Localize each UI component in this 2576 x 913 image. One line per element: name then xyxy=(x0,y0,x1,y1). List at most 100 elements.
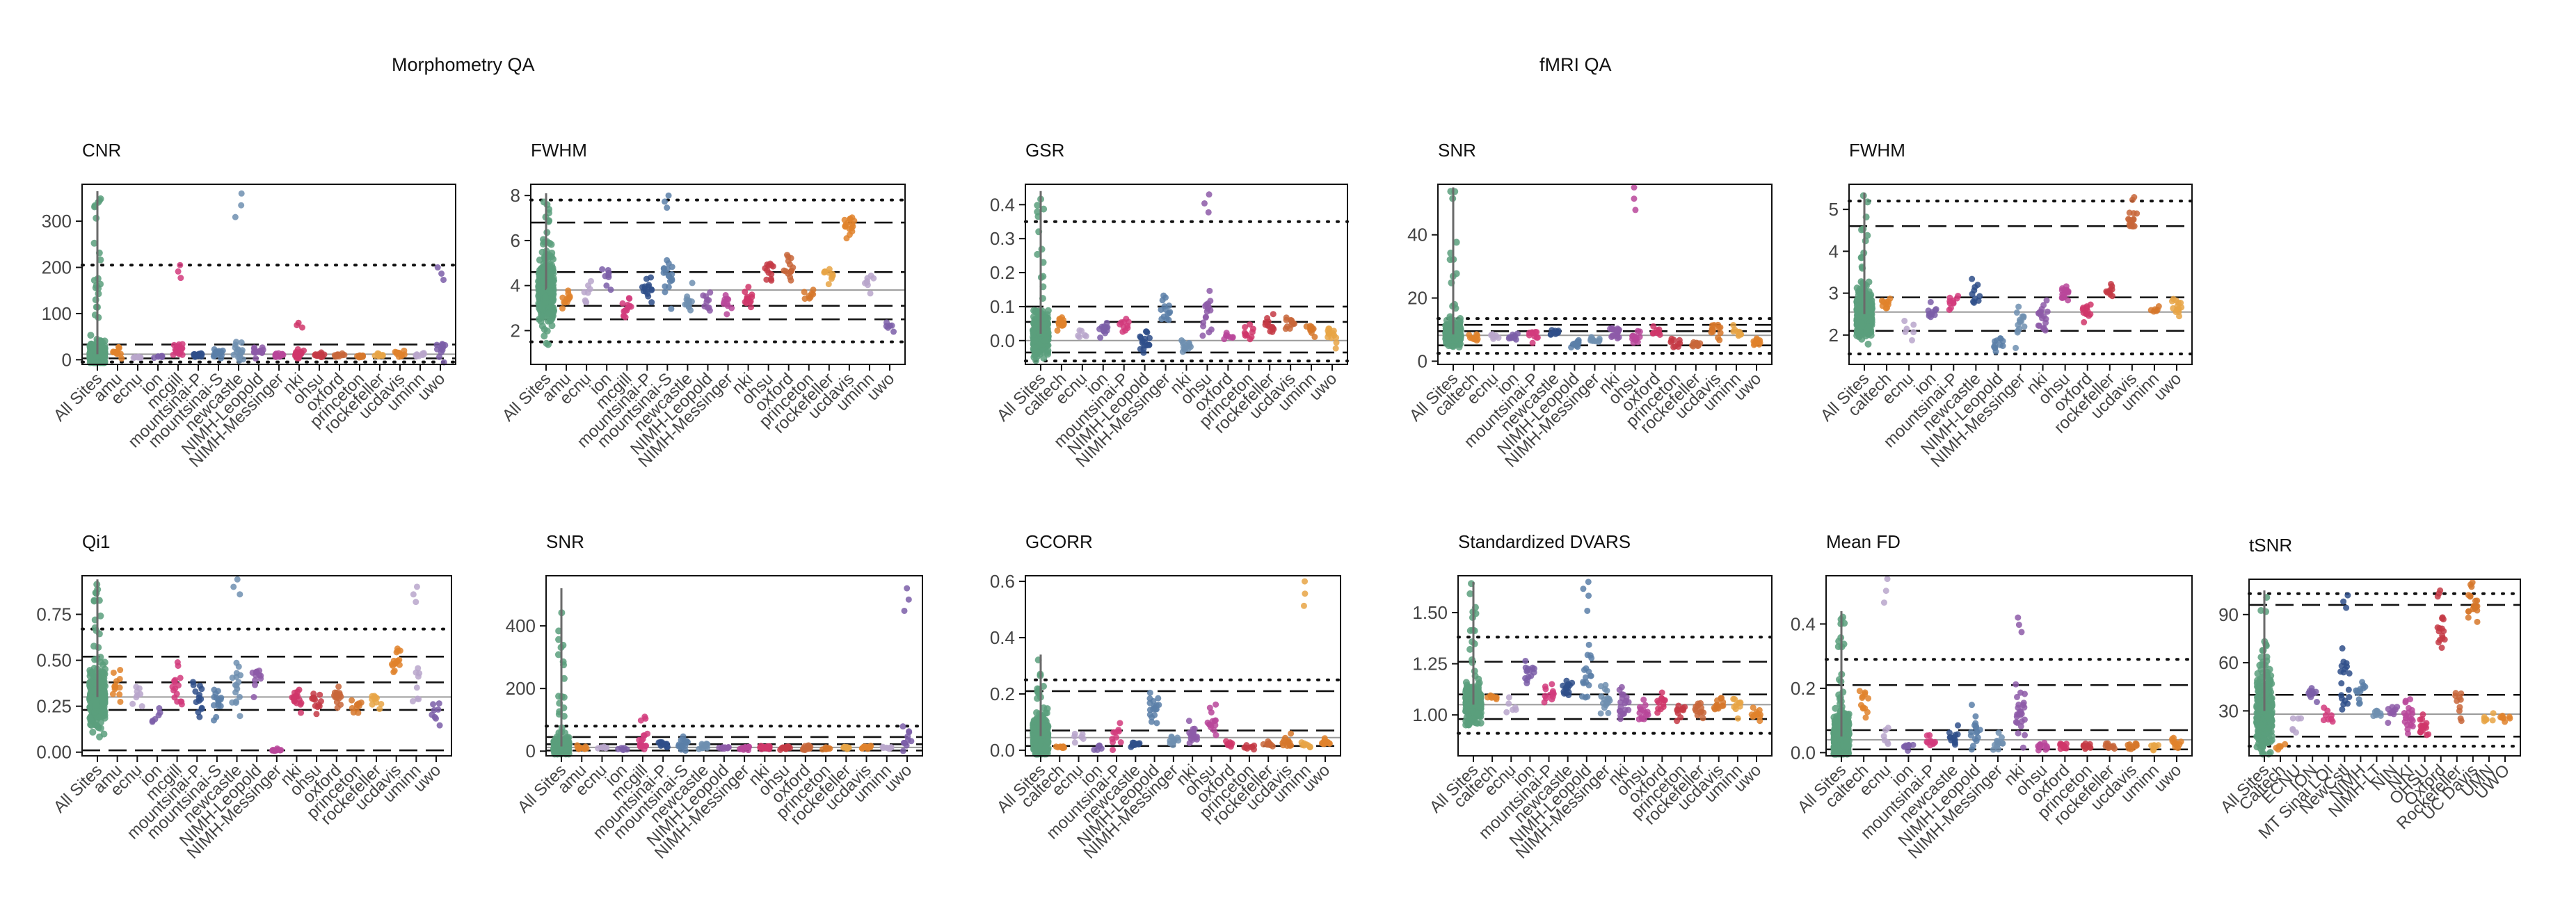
data-point xyxy=(298,324,305,331)
y-tick-label: 0.25 xyxy=(36,696,72,717)
data-point xyxy=(684,293,691,300)
data-point xyxy=(90,665,98,672)
data-point xyxy=(1503,709,1510,716)
data-point xyxy=(1206,704,1213,711)
data-point xyxy=(586,286,593,293)
data-point xyxy=(904,585,911,592)
data-point xyxy=(801,289,808,296)
data-point xyxy=(2176,313,2183,320)
data-point xyxy=(1304,742,1311,749)
plot-frame xyxy=(1437,184,1773,365)
data-point xyxy=(235,663,242,670)
data-point xyxy=(644,290,651,297)
data-point xyxy=(1992,338,1999,345)
data-point xyxy=(297,701,304,708)
data-point xyxy=(2014,329,2021,336)
data-point xyxy=(97,256,104,264)
y-tick-label: 100 xyxy=(42,303,72,324)
y-tick-label: 0.2 xyxy=(990,684,1015,704)
data-point xyxy=(317,698,324,705)
data-point xyxy=(2081,318,2088,325)
data-point xyxy=(1040,205,1048,213)
data-point xyxy=(563,746,571,754)
data-point xyxy=(2015,321,2022,328)
data-point xyxy=(575,745,582,752)
data-point xyxy=(689,280,696,286)
data-point xyxy=(545,205,553,213)
data-point xyxy=(1717,324,1724,331)
data-point xyxy=(1490,335,1497,342)
data-point xyxy=(904,736,911,743)
data-point xyxy=(1118,319,1125,326)
data-point xyxy=(430,701,437,708)
data-point xyxy=(1151,711,1158,718)
chart-title: GSR xyxy=(1025,140,1064,161)
data-point xyxy=(196,713,203,720)
data-point xyxy=(1551,329,1558,336)
data-point xyxy=(93,214,100,222)
data-point xyxy=(91,708,99,716)
data-point xyxy=(1034,695,1041,702)
data-point xyxy=(390,657,397,664)
data-point xyxy=(1887,295,1894,302)
data-point xyxy=(805,742,812,749)
data-point xyxy=(1288,318,1295,325)
data-point xyxy=(1625,706,1632,713)
data-point xyxy=(1473,711,1481,718)
morphometry-section-title: Morphometry QA xyxy=(392,54,535,75)
data-point xyxy=(298,709,305,716)
data-point xyxy=(787,277,794,284)
data-point xyxy=(1864,232,1871,239)
data-point xyxy=(355,709,362,716)
data-point xyxy=(435,700,442,707)
data-point xyxy=(565,287,572,294)
data-point xyxy=(1864,340,1872,348)
data-point xyxy=(409,698,416,705)
data-point xyxy=(1542,683,1549,690)
data-point xyxy=(765,262,772,269)
data-point xyxy=(1321,735,1328,742)
x-tick-label: uwo xyxy=(2150,369,2185,404)
data-point xyxy=(349,697,355,704)
data-point xyxy=(1202,314,1209,321)
data-point xyxy=(1206,287,1213,294)
data-point xyxy=(97,337,104,345)
data-point xyxy=(357,353,364,359)
data-point xyxy=(332,353,339,360)
data-point xyxy=(867,742,874,749)
data-point xyxy=(116,675,123,682)
data-point xyxy=(545,286,553,294)
data-point xyxy=(539,312,547,320)
data-point xyxy=(1117,720,1123,727)
data-point xyxy=(648,286,655,293)
data-point xyxy=(1043,705,1051,713)
fmri-section-title: fMRI QA xyxy=(1539,54,1612,75)
data-point xyxy=(668,305,675,312)
data-point xyxy=(1542,693,1549,700)
data-point xyxy=(1071,730,1078,737)
data-point xyxy=(172,685,179,692)
data-point xyxy=(600,743,607,750)
data-point xyxy=(1331,332,1338,339)
data-point xyxy=(218,355,225,362)
data-point xyxy=(90,203,98,211)
data-point xyxy=(728,305,735,312)
data-point xyxy=(416,670,423,677)
data-point xyxy=(1148,718,1155,725)
data-point xyxy=(2104,289,2111,296)
data-point xyxy=(1903,325,1910,332)
y-tick-label: 0.6 xyxy=(990,571,1015,592)
data-point xyxy=(1969,275,1976,282)
data-point xyxy=(1162,294,1169,301)
data-point xyxy=(232,213,239,220)
y-tick-label: 2 xyxy=(1829,325,1839,346)
data-point xyxy=(2040,302,2047,309)
data-point xyxy=(665,284,672,291)
data-point xyxy=(1969,298,1976,305)
data-point xyxy=(434,264,441,271)
data-point xyxy=(1122,327,1129,334)
data-point xyxy=(829,272,836,279)
